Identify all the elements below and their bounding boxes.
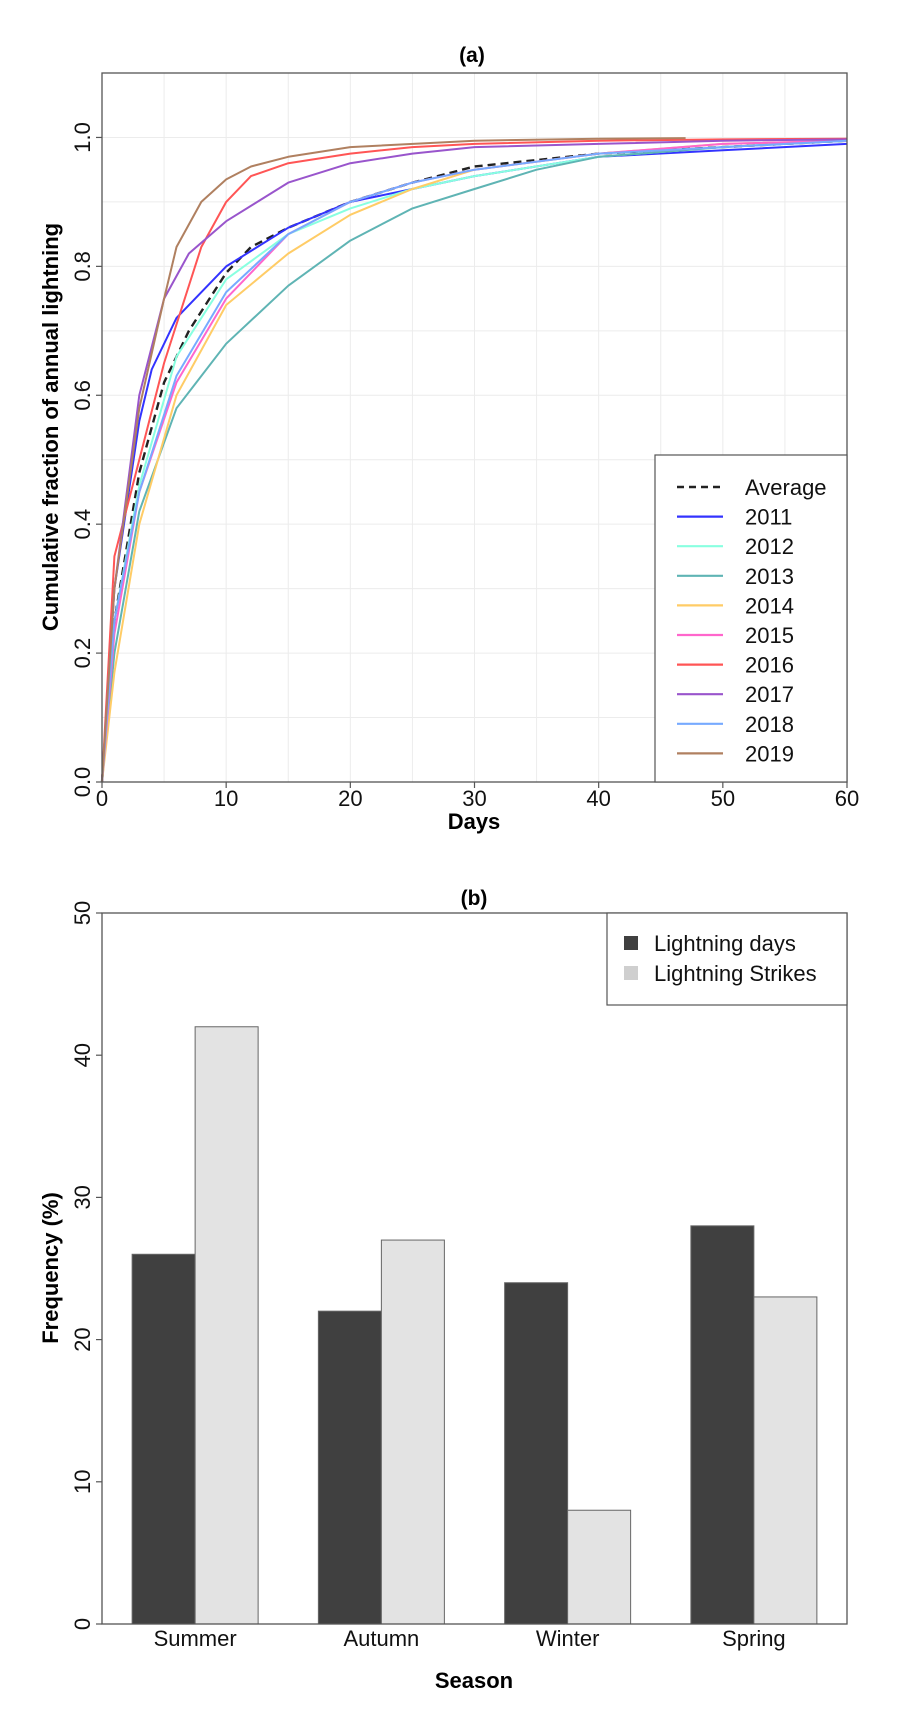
bar-summer-lightning-strikes (194, 1026, 259, 1625)
bar-summer-lightning-days (131, 1253, 196, 1625)
y-tick-label: 0.2 (70, 638, 95, 669)
x-tick-label: Summer (154, 1626, 237, 1651)
series-line-2013 (101, 139, 848, 783)
panel-b-bars (131, 1026, 818, 1625)
panel-b-y-label: Frequency (%) (38, 1192, 63, 1344)
series-line-2017 (101, 138, 848, 783)
panel-b: (b) Summer Autumn Winter Spring 0 10 20 30 40 50… (38, 887, 848, 1693)
panel-b-y-ticks: 0 10 20 30 40 50 (70, 901, 102, 1630)
x-tick-label: Winter (536, 1626, 600, 1651)
y-tick-label: 0.0 (70, 767, 95, 798)
y-tick-label: 0 (70, 1618, 95, 1630)
y-tick-label: 40 (70, 1043, 95, 1067)
x-tick-label: Spring (722, 1626, 786, 1651)
y-tick-label: 0.8 (70, 251, 95, 282)
y-tick-label: 20 (70, 1327, 95, 1351)
bar-autumn-lightning-strikes (380, 1239, 445, 1625)
y-tick-label: 50 (70, 901, 95, 925)
bar-winter-lightning-strikes (567, 1509, 632, 1625)
panel-a-lines (100, 137, 848, 783)
y-tick-label: 10 (70, 1470, 95, 1494)
x-tick-label: 20 (338, 786, 362, 811)
panel-b-x-ticks: Summer Autumn Winter Spring (154, 1626, 786, 1651)
legend-label-2012: 2012 (745, 534, 794, 559)
legend-box (654, 454, 848, 783)
panel-a-title: (a) (459, 44, 485, 67)
x-tick-label: 60 (835, 786, 859, 811)
panel-b-legend: Lightning days Lightning Strikes (606, 912, 848, 1006)
legend-label: Lightning Strikes (654, 961, 817, 986)
panel-a-y-ticks: 0.0 0.2 0.4 0.6 0.8 1.0 (70, 122, 102, 797)
bar-winter-lightning-days (504, 1282, 569, 1625)
legend-label-2014: 2014 (745, 593, 794, 618)
legend-label: Lightning days (654, 931, 796, 956)
legend-label-2019: 2019 (745, 741, 794, 766)
y-tick-label: 30 (70, 1185, 95, 1209)
panel-a-x-label: Days (448, 809, 501, 834)
x-tick-label: 40 (586, 786, 610, 811)
legend-label-2013: 2013 (745, 564, 794, 589)
panel-a-y-label: Cumulative fraction of annual lightning (38, 223, 63, 631)
series-line-2019 (101, 137, 686, 783)
bar-spring-lightning-strikes (753, 1296, 818, 1625)
panel-a: (a) 0 10 20 30 40 50 60 0.0 0.2 0.4 0.6 0.8 1.0 Day… (38, 44, 859, 834)
legend-swatch (624, 966, 638, 980)
legend-swatch (624, 936, 638, 950)
legend-label-2018: 2018 (745, 712, 794, 737)
series-line-2018 (101, 139, 848, 783)
legend-label-2017: 2017 (745, 682, 794, 707)
panel-a-legend: Average 2011 2012 2013 2014 2015 2016 2017 2018 2… (654, 454, 848, 783)
x-tick-label: 30 (462, 786, 486, 811)
legend-label-2016: 2016 (745, 653, 794, 678)
x-tick-label: 10 (214, 786, 238, 811)
legend-label-2015: 2015 (745, 623, 794, 648)
legend-box (606, 912, 848, 1006)
legend-label-2011: 2011 (745, 505, 792, 530)
y-tick-label: 1.0 (70, 122, 95, 153)
bar-spring-lightning-days (690, 1225, 755, 1625)
panel-a-x-ticks: 0 10 20 30 40 50 60 (96, 782, 859, 811)
series-line-2016 (101, 137, 848, 783)
bar-autumn-lightning-days (317, 1310, 382, 1625)
x-tick-label: 0 (96, 786, 108, 811)
panel-b-x-label: Season (435, 1668, 513, 1693)
series-line-average (100, 139, 848, 783)
panel-b-frame (101, 912, 848, 1625)
x-tick-label: 50 (711, 786, 735, 811)
legend-label-average: Average (745, 475, 827, 500)
x-tick-label: Autumn (343, 1626, 419, 1651)
panel-b-title: (b) (461, 887, 488, 910)
y-tick-label: 0.4 (70, 509, 95, 540)
y-tick-label: 0.6 (70, 380, 95, 411)
